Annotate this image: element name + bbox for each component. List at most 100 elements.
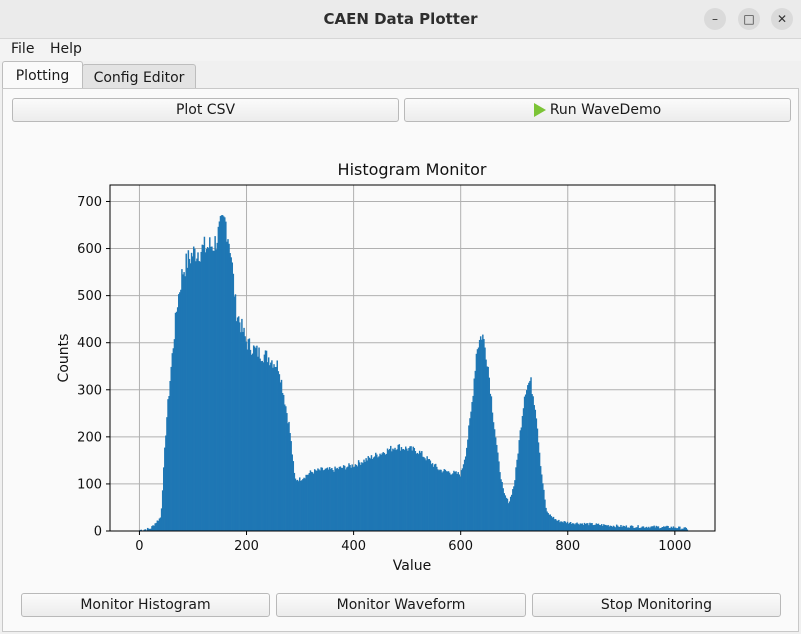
histogram-bar [158, 518, 161, 531]
histogram-bar [366, 460, 368, 531]
histogram-bar [297, 481, 300, 531]
histogram-bar [321, 467, 323, 531]
histogram-bar [447, 471, 450, 531]
monitor-histogram-label: Monitor Histogram [80, 597, 211, 613]
histogram-bar [509, 496, 512, 531]
histogram-bar [413, 447, 416, 531]
y-tick-label: 600 [77, 242, 102, 257]
histogram-bar [474, 370, 477, 531]
histogram-bar [398, 444, 401, 531]
plot-csv-button[interactable]: Plot CSV [12, 98, 399, 122]
histogram-bar [160, 508, 163, 531]
minimize-icon[interactable]: – [704, 8, 726, 30]
histogram-bar [346, 467, 348, 531]
histogram-bar [381, 453, 383, 531]
histogram-bar [207, 247, 210, 531]
histogram-bar [378, 456, 380, 531]
tab-config-editor[interactable]: Config Editor [82, 64, 196, 91]
histogram-bar [422, 456, 424, 531]
histogram-bar [559, 522, 561, 531]
histogram-bar [560, 521, 562, 531]
histogram-bar [448, 472, 451, 531]
stop-monitoring-button[interactable]: Stop Monitoring [532, 593, 781, 617]
histogram-bar [349, 464, 351, 531]
histogram-bar [667, 526, 669, 531]
histogram-bar [501, 481, 503, 531]
monitor-waveform-button[interactable]: Monitor Waveform [276, 593, 526, 617]
histogram-bar [175, 311, 178, 531]
close-icon[interactable]: ✕ [771, 8, 793, 30]
histogram-bar [665, 526, 667, 531]
histogram-bar [304, 478, 306, 531]
histogram-bar [641, 526, 644, 531]
histogram-bar [227, 239, 229, 531]
histogram-bar [673, 527, 676, 531]
histogram-bar [476, 349, 479, 531]
histogram-bar [658, 528, 661, 531]
histogram-bar [210, 246, 212, 532]
histogram-bar [249, 349, 252, 531]
histogram-bar [600, 524, 603, 531]
histogram-bar [285, 406, 287, 531]
histogram-bar [644, 527, 647, 531]
histogram-bar [220, 215, 223, 531]
menu-file[interactable]: File [11, 41, 35, 57]
run-wavedemo-button[interactable]: Run WaveDemo [404, 98, 791, 122]
histogram-bar [140, 529, 142, 531]
histogram-bar [624, 526, 626, 531]
histogram-bar [274, 367, 276, 531]
histogram-bar [176, 307, 179, 531]
histogram-bar [415, 453, 418, 531]
histogram-bar [365, 458, 367, 531]
histogram-bar [248, 338, 251, 531]
histogram-bar [498, 461, 500, 531]
histogram-bar [626, 527, 629, 531]
histogram-bar [362, 463, 364, 531]
histogram-bar [606, 525, 608, 531]
histogram-bar [400, 447, 403, 531]
chart-title: Histogram Monitor [338, 160, 487, 179]
histogram-bar [150, 528, 152, 531]
tab-plotting[interactable]: Plotting [2, 61, 83, 90]
maximize-icon[interactable]: □ [738, 8, 760, 30]
histogram-bar [439, 469, 441, 531]
histogram-bar [409, 446, 411, 531]
histogram-bar [306, 474, 308, 531]
histogram-bar [334, 466, 336, 531]
histogram-bar [573, 523, 575, 531]
histogram-bar [206, 247, 209, 531]
histogram-bar [451, 474, 453, 531]
histogram-bar [317, 468, 319, 531]
histogram-bar [544, 499, 546, 531]
histogram-bar [414, 451, 417, 531]
histogram-bar [686, 529, 689, 531]
histogram-bar [377, 457, 379, 531]
histogram-bar [265, 350, 268, 531]
histogram-bar [222, 216, 225, 531]
x-tick-label: 600 [448, 539, 473, 554]
histogram-bar [311, 472, 314, 531]
plot-csv-label: Plot CSV [175, 102, 236, 118]
histogram-bar [643, 527, 646, 531]
monitor-histogram-button[interactable]: Monitor Histogram [21, 593, 270, 617]
histogram-bar [294, 478, 297, 531]
histogram-bar [466, 447, 468, 531]
histogram-bar [467, 439, 469, 531]
histogram-bar [350, 467, 352, 531]
menu-help[interactable]: Help [50, 41, 82, 57]
play-icon [533, 103, 546, 117]
histogram-bar [264, 350, 267, 531]
histogram-bar [603, 524, 605, 531]
histogram-bar [597, 523, 600, 531]
histogram-bar [449, 474, 452, 531]
histogram-bar [163, 467, 165, 531]
histogram-bar [270, 362, 272, 531]
histogram-bar [611, 526, 614, 531]
histogram-bar [633, 527, 635, 531]
histogram-bar [529, 380, 531, 531]
histogram-bar [312, 473, 315, 531]
y-tick-label: 700 [77, 195, 102, 210]
histogram-bar [486, 366, 488, 531]
y-axis-ticks: 0 100 200 300 400 500 600 700 [77, 195, 110, 540]
x-tick-label: 0 [135, 539, 143, 554]
